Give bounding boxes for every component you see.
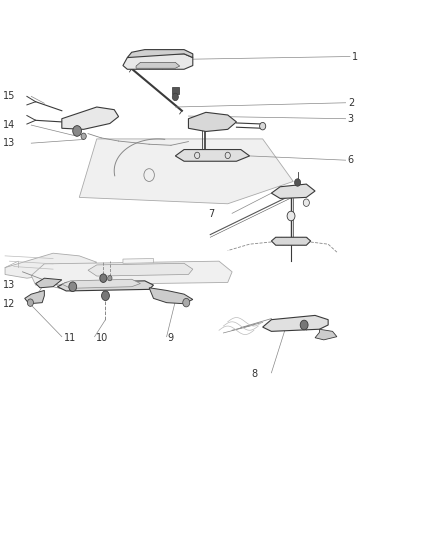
Polygon shape <box>263 316 328 332</box>
Circle shape <box>260 123 266 130</box>
Circle shape <box>27 299 33 306</box>
Polygon shape <box>149 288 193 304</box>
Text: 15: 15 <box>3 91 15 101</box>
Polygon shape <box>79 139 293 204</box>
Polygon shape <box>123 259 153 263</box>
Polygon shape <box>88 263 193 276</box>
Text: 10: 10 <box>96 333 108 343</box>
Polygon shape <box>127 50 193 58</box>
Circle shape <box>225 152 230 159</box>
Text: 12: 12 <box>3 298 15 309</box>
Text: 6: 6 <box>348 155 354 165</box>
Circle shape <box>144 168 154 181</box>
Text: 13: 13 <box>3 280 15 290</box>
Polygon shape <box>123 54 193 69</box>
Circle shape <box>69 282 77 292</box>
Text: 8: 8 <box>252 369 258 379</box>
Circle shape <box>172 93 178 101</box>
Text: 3: 3 <box>348 114 354 124</box>
Polygon shape <box>5 253 97 278</box>
Polygon shape <box>315 329 337 340</box>
Polygon shape <box>172 87 179 94</box>
Circle shape <box>294 179 300 186</box>
Polygon shape <box>57 281 153 291</box>
Polygon shape <box>175 150 250 161</box>
Text: 13: 13 <box>3 138 15 148</box>
Circle shape <box>183 298 190 307</box>
Circle shape <box>287 211 295 221</box>
Circle shape <box>81 133 86 140</box>
Polygon shape <box>62 107 119 130</box>
Text: 1: 1 <box>352 52 358 61</box>
Polygon shape <box>31 261 232 285</box>
Circle shape <box>73 126 81 136</box>
Polygon shape <box>35 278 62 288</box>
Polygon shape <box>272 184 315 198</box>
Polygon shape <box>62 279 141 288</box>
Polygon shape <box>188 112 237 132</box>
Text: 9: 9 <box>167 333 173 343</box>
Text: 14: 14 <box>3 120 15 130</box>
Polygon shape <box>25 290 44 304</box>
Circle shape <box>102 291 110 301</box>
Circle shape <box>100 274 107 282</box>
Text: 2: 2 <box>348 98 354 108</box>
Circle shape <box>300 320 308 330</box>
Text: 7: 7 <box>208 209 214 220</box>
Circle shape <box>108 276 112 281</box>
Circle shape <box>303 199 309 206</box>
Circle shape <box>194 152 200 159</box>
Text: 11: 11 <box>64 333 76 343</box>
Polygon shape <box>136 62 180 68</box>
Polygon shape <box>272 237 311 245</box>
